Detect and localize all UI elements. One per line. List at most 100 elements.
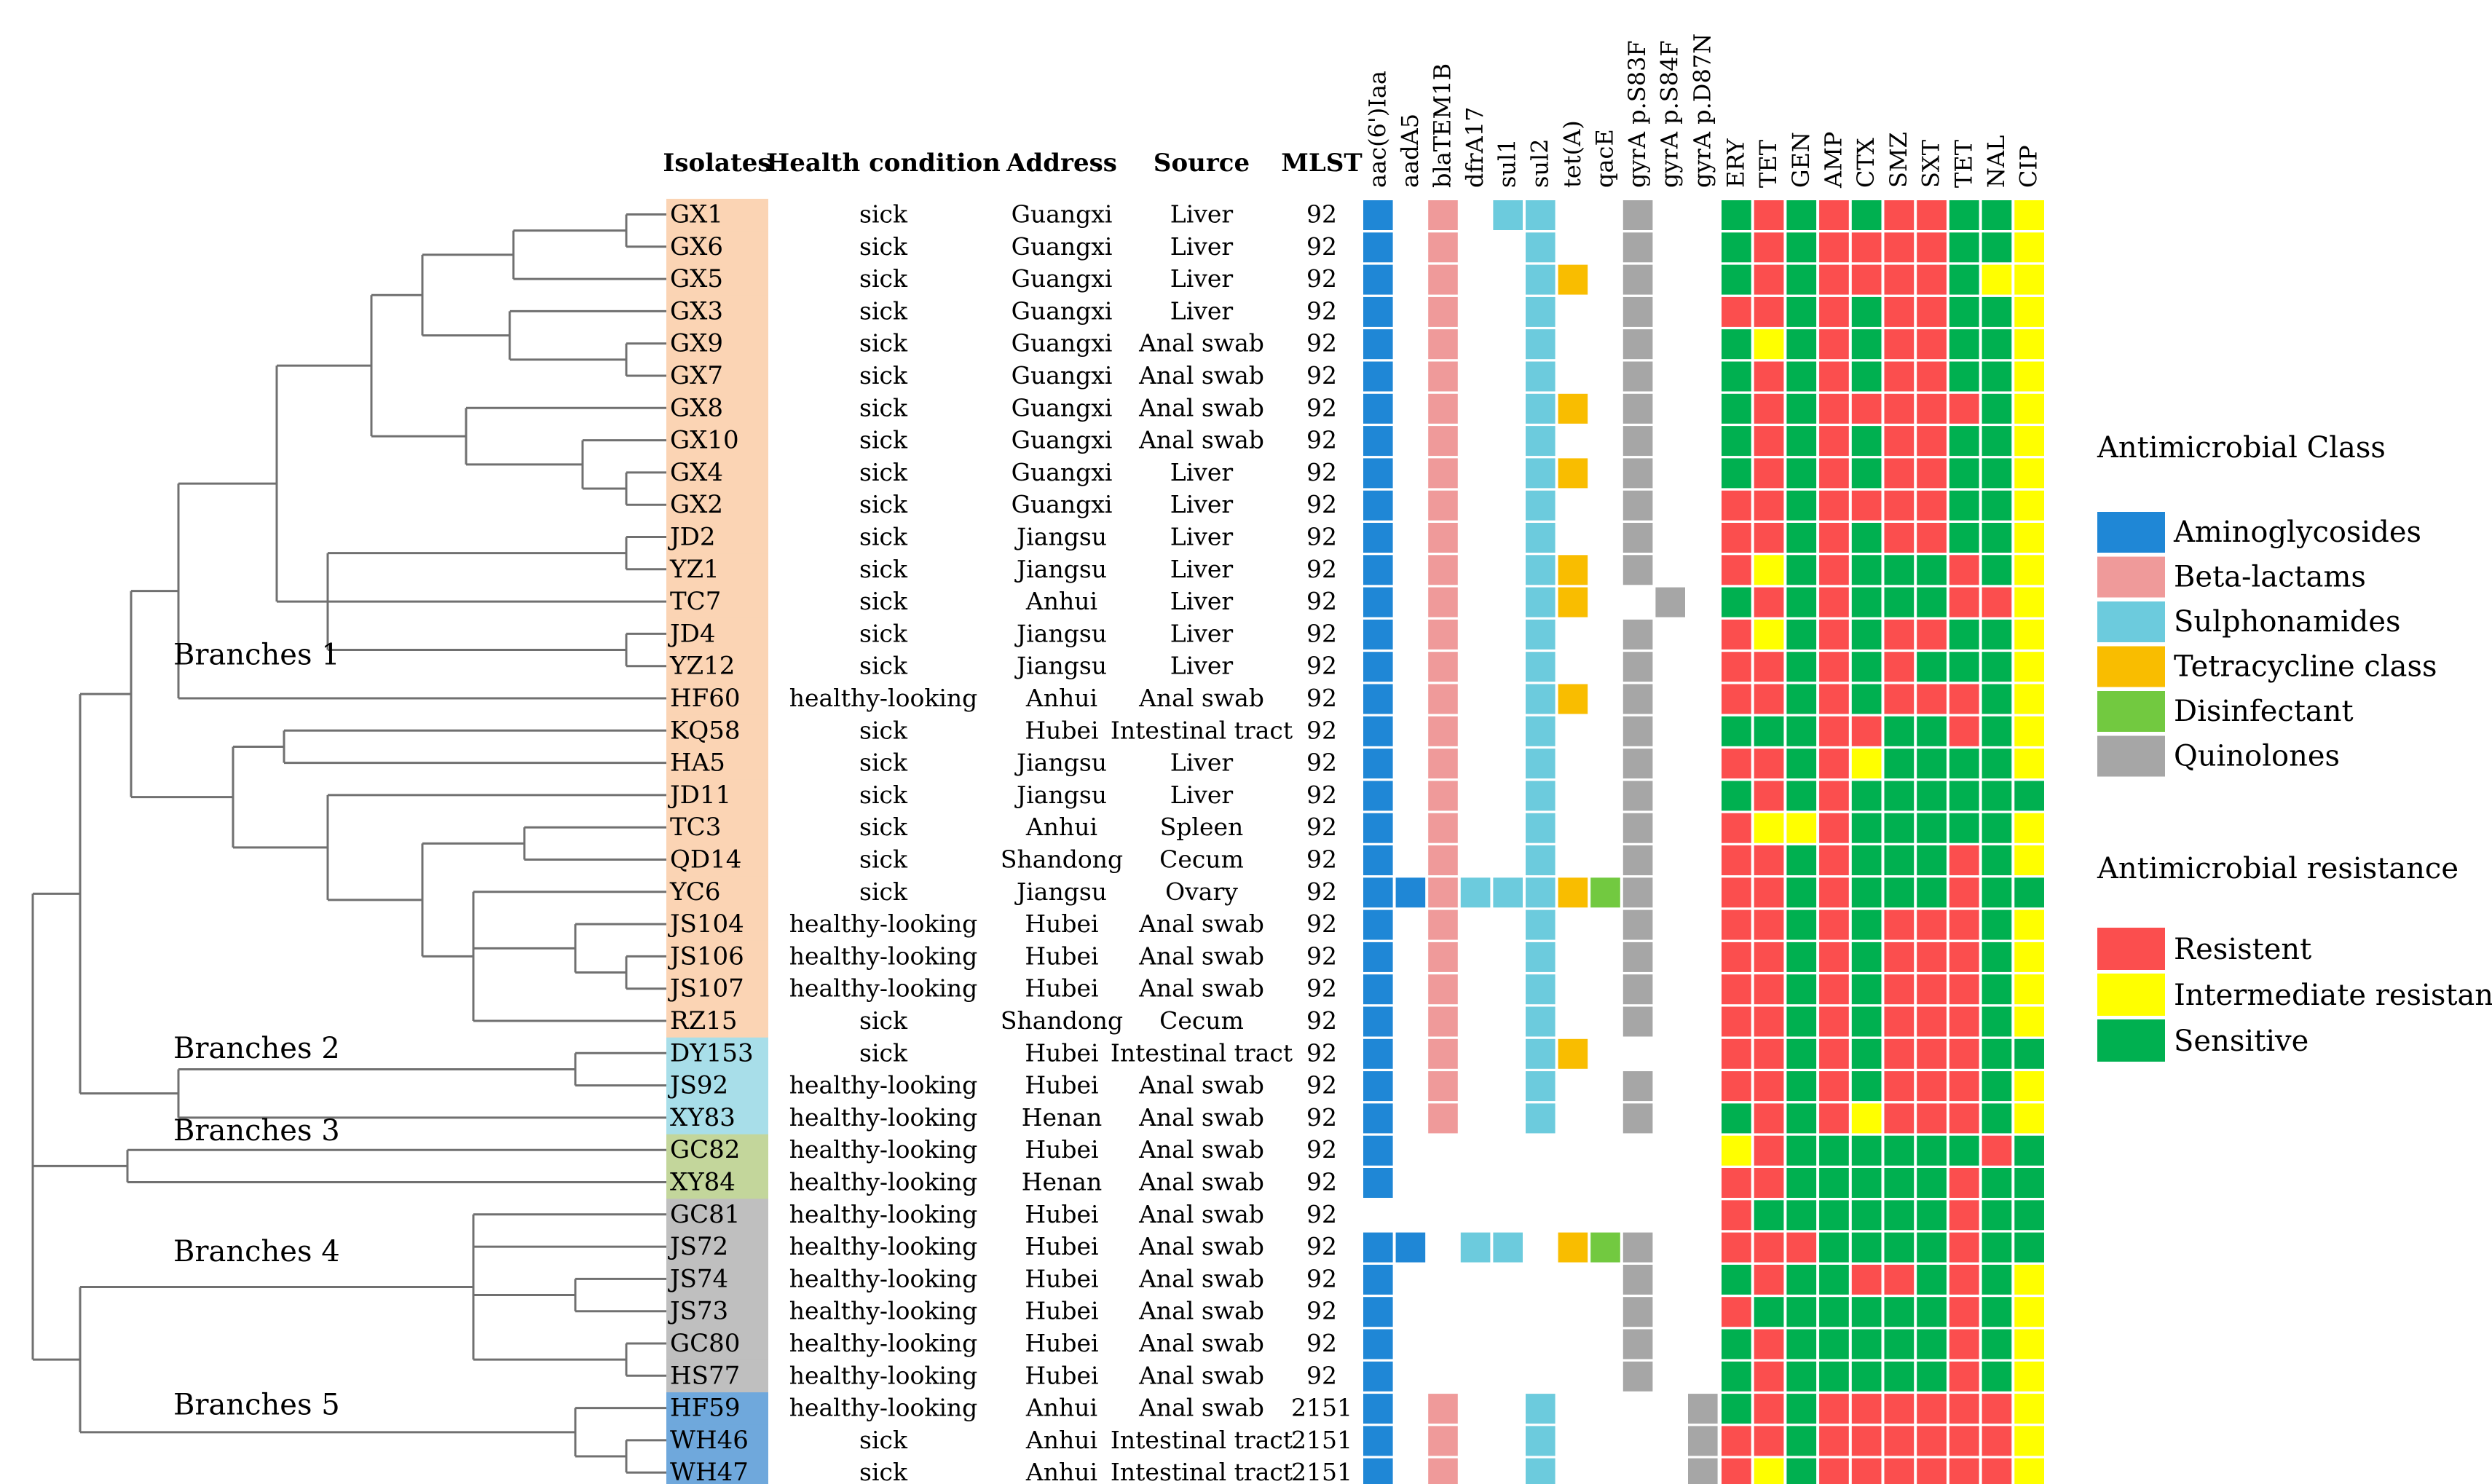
gene-presence-cell [1363,619,1393,650]
susceptibility-cell [1917,619,1947,650]
mlst-value: 92 [1306,361,1337,390]
susceptibility-cell [1819,813,1849,843]
susceptibility-cell [1786,1264,1817,1295]
source: Liver [1170,749,1234,777]
gene-presence-cell [1363,1394,1393,1424]
susceptibility-cell [1722,1038,1751,1069]
health-condition: sick [859,587,908,615]
susceptibility-cell [1754,619,1784,650]
isolate-id: GX9 [670,329,723,358]
susceptibility-cell [2014,426,2044,457]
isolate-branch-cell [666,747,768,780]
health-condition: sick [859,652,908,680]
susceptibility-cell [2014,1394,2044,1424]
susceptibility-cell [1819,523,1849,553]
susceptibility-cell [1982,555,2012,585]
address: Jiangsu [1014,652,1107,680]
table-row: RZ15 sick Shandong Cecum 92 [666,1005,2044,1038]
mlst-value: 92 [1306,909,1337,938]
susceptibility-cell [1982,684,2012,714]
susceptibility-cell [1819,329,1849,360]
header-mlst: MLST [1281,149,1362,178]
mlst-value: 92 [1306,1329,1337,1357]
address: Anhui [1025,1426,1097,1454]
source: Anal swab [1138,974,1264,1003]
susceptibility-cell [1851,942,1882,972]
table-row: JS106 healthy-looking Hubei Anal swab 92 [666,940,2044,974]
isolate-id: RZ15 [670,1006,738,1035]
gene-presence-cell [1428,813,1458,843]
gene-presence-cell [1622,232,1653,263]
health-condition: sick [859,1426,908,1454]
susceptibility-cell [1917,393,1947,424]
table-row: GX8 sick Guangxi Anal swab 92 [666,392,2044,425]
source: Anal swab [1138,1135,1264,1164]
susceptibility-cell [1819,877,1849,908]
gene-presence-cell [1363,749,1393,779]
susceptibility-cell [1884,1394,1915,1424]
susceptibility-cell [1949,1329,1979,1359]
gene-presence-cell [1590,1232,1620,1263]
health-condition: sick [859,1458,908,1484]
susceptibility-cell [1982,1394,2012,1424]
susceptibility-cell [2014,264,2044,295]
susceptibility-cell [1754,1200,1784,1231]
isolate-id: JD11 [668,781,731,810]
mlst-value: 92 [1306,1103,1337,1132]
susceptibility-cell [1722,555,1751,585]
health-condition: healthy-looking [789,1394,978,1422]
mlst-value: 92 [1306,619,1337,647]
gene-presence-cell [1363,555,1393,585]
susceptibility-cell [1851,587,1882,617]
legend-resistance-item: Intermediate resistance [2097,974,2492,1016]
mlst-value: 2151 [1291,1394,1352,1422]
gene-presence-cell [1363,652,1393,682]
susceptibility-cell [1884,587,1915,617]
susceptibility-cell [1917,1071,1947,1102]
susceptibility-cell [1851,232,1882,263]
address: Hubei [1025,1071,1098,1100]
gene-presence-cell [1395,1232,1426,1263]
susceptibility-cell [1754,1426,1784,1456]
table-row: YZ1 sick Jiangsu Liver 92 [666,553,2044,587]
susceptibility-cell [1786,361,1817,392]
isolate-id: JS104 [668,909,744,939]
susceptibility-cell [1949,1135,1979,1166]
gene-presence-cell [1363,1458,1393,1484]
susceptibility-cell [1851,684,1882,714]
gene-presence-cell [1428,1071,1458,1102]
susceptibility-cell [1884,684,1915,714]
drug-column-header: ERY [1722,138,1749,188]
mlst-value: 92 [1306,781,1337,809]
gene-presence-cell [1363,716,1393,746]
health-condition: sick [859,845,908,874]
gene-presence-cell [1363,1426,1393,1456]
gene-presence-cell [1363,974,1393,1005]
susceptibility-cell [1982,587,2012,617]
gene-presence-cell [1428,652,1458,682]
susceptibility-cell [1786,1426,1817,1456]
gene-presence-cell [1622,619,1653,650]
susceptibility-cell [1754,974,1784,1005]
gene-presence-cell [1526,1426,1555,1456]
isolate-id: HS77 [670,1361,740,1390]
susceptibility-cell [1982,1297,2012,1327]
isolate-branch-cell [666,585,768,619]
susceptibility-cell [1982,1038,2012,1069]
susceptibility-cell [1949,877,1979,908]
table-row: JS107 healthy-looking Hubei Anal swab 92 [666,973,2044,1006]
susceptibility-cell [1917,974,1947,1005]
susceptibility-cell [1754,1071,1784,1102]
legend-label: Sensitive [2174,1025,2308,1058]
gene-presence-cell [1363,232,1393,263]
gene-presence-cell [1395,877,1426,908]
legend-swatch [2097,735,2165,777]
source: Intestinal tract [1111,1426,1293,1454]
susceptibility-cell [1917,1103,1947,1134]
legend-label: Intermediate resistance [2174,979,2492,1012]
legend-swatch [2097,512,2165,553]
susceptibility-cell [1917,523,1947,553]
susceptibility-cell [1917,1297,1947,1327]
susceptibility-cell [1851,749,1882,779]
gene-presence-cell [1622,555,1653,585]
